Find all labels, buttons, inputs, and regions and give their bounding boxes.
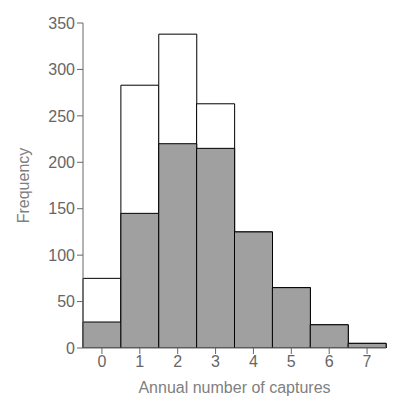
svg-text:0: 0 — [66, 340, 75, 357]
svg-text:150: 150 — [48, 200, 75, 217]
svg-text:5: 5 — [287, 353, 296, 370]
svg-text:200: 200 — [48, 154, 75, 171]
svg-text:350: 350 — [48, 15, 75, 32]
svg-text:0: 0 — [97, 353, 106, 370]
svg-text:4: 4 — [249, 353, 258, 370]
svg-text:2: 2 — [173, 353, 182, 370]
svg-text:7: 7 — [363, 353, 372, 370]
svg-text:250: 250 — [48, 108, 75, 125]
svg-text:1: 1 — [135, 353, 144, 370]
svg-text:Annual number of captures: Annual number of captures — [138, 379, 330, 396]
svg-text:3: 3 — [211, 353, 220, 370]
svg-text:100: 100 — [48, 247, 75, 264]
svg-text:50: 50 — [57, 293, 75, 310]
svg-text:300: 300 — [48, 61, 75, 78]
svg-text:6: 6 — [325, 353, 334, 370]
svg-text:Frequency: Frequency — [15, 148, 32, 224]
